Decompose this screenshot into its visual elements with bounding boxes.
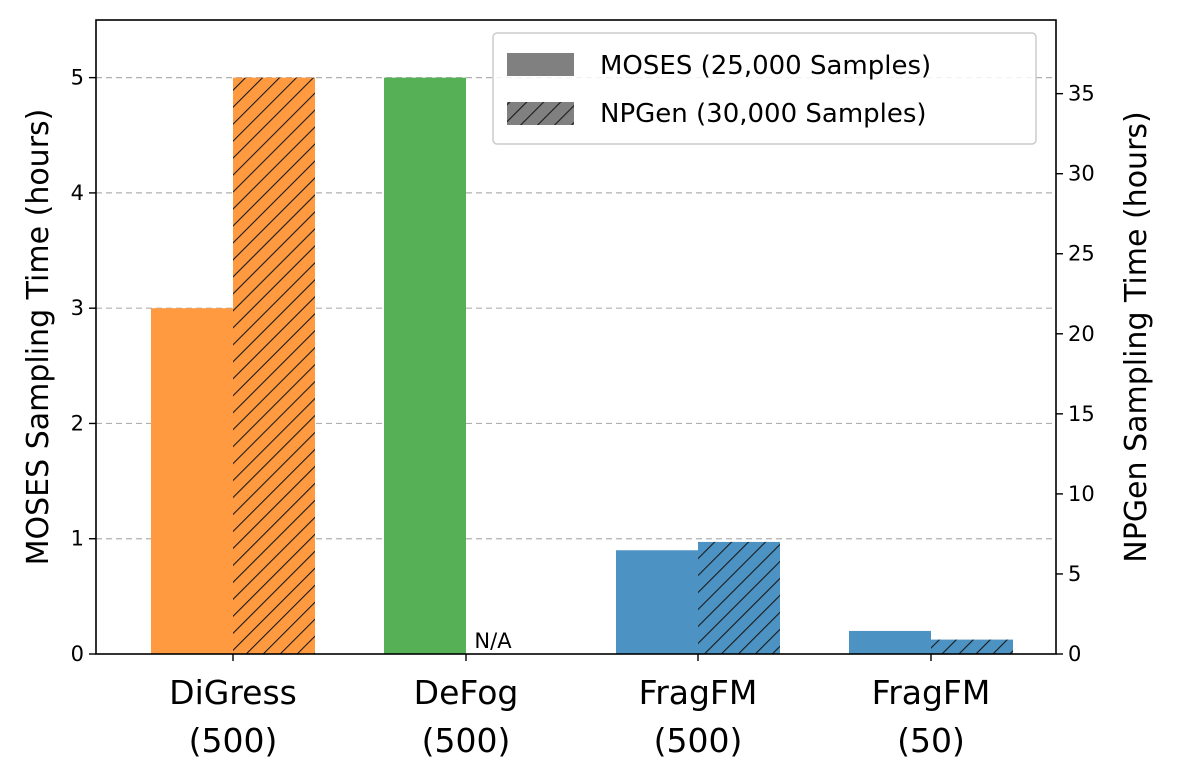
category-label: DiGress xyxy=(169,673,297,712)
right-tick-label: 0 xyxy=(1068,642,1081,666)
bar-moses xyxy=(849,630,931,654)
left-tick-label: 4 xyxy=(71,181,84,205)
right-tick-label: 35 xyxy=(1068,82,1095,106)
x-axis-ticks: DiGress (500) DeFog (500) FragFM (500) FragFM (… xyxy=(169,654,990,760)
left-axis-ticks: 0 1 2 3 4 5 xyxy=(71,66,96,666)
category-label: FragFM xyxy=(639,673,758,712)
left-tick-label: 3 xyxy=(71,296,84,320)
bars: N/A xyxy=(151,77,1013,655)
legend: MOSES (25,000 Samples) NPGen (30,000 Sam… xyxy=(492,32,1037,145)
right-axis-ticks: 0 5 10 15 20 25 30 35 xyxy=(1056,82,1095,666)
right-axis-label: NPGen Sampling Time (hours) xyxy=(1119,111,1154,562)
bar-hatch-overlay xyxy=(931,639,1013,654)
right-tick-label: 30 xyxy=(1068,162,1095,186)
plot-frame xyxy=(95,19,1057,655)
legend-swatch-hatch xyxy=(507,102,574,125)
left-axis-label: MOSES Sampling Time (hours) xyxy=(21,109,56,566)
bar-moses xyxy=(384,77,466,655)
left-tick-label: 2 xyxy=(71,411,84,435)
category-sublabel: (500) xyxy=(189,721,278,760)
right-tick-label: 10 xyxy=(1068,482,1095,506)
right-tick-label: 20 xyxy=(1068,322,1095,346)
category-sublabel: (50) xyxy=(897,721,965,760)
bar-moses xyxy=(616,550,698,654)
left-tick-label: 1 xyxy=(71,527,84,551)
legend-swatch-moses xyxy=(507,53,574,76)
legend-label-npgen: NPGen (30,000 Samples) xyxy=(600,99,927,129)
category-sublabel: (500) xyxy=(654,721,743,760)
right-tick-label: 5 xyxy=(1068,562,1081,586)
bar-hatch-overlay xyxy=(698,541,780,654)
bar-hatch-overlay xyxy=(233,77,315,655)
category-label: FragFM xyxy=(872,673,991,712)
left-tick-label: 0 xyxy=(71,642,84,666)
left-tick-label: 5 xyxy=(71,66,84,90)
right-tick-label: 25 xyxy=(1068,242,1095,266)
category-sublabel: (500) xyxy=(422,721,511,760)
legend-label-moses: MOSES (25,000 Samples) xyxy=(600,51,931,81)
bar-moses xyxy=(151,308,233,654)
right-tick-label: 15 xyxy=(1068,402,1095,426)
missing-value-label: N/A xyxy=(474,629,512,653)
legend-box xyxy=(492,32,1037,145)
category-label: DeFog xyxy=(414,673,519,712)
